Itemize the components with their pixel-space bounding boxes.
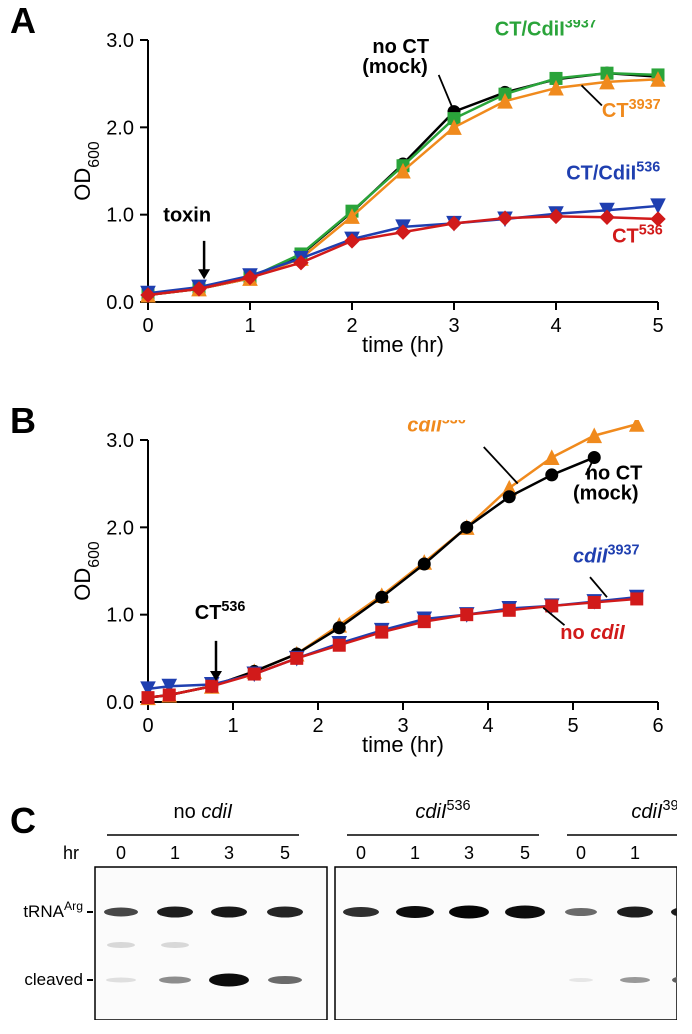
svg-text:0: 0 [116, 843, 126, 863]
svg-text:hr: hr [63, 843, 79, 863]
svg-text:no CT: no CT [586, 462, 643, 484]
svg-text:toxin: toxin [163, 205, 211, 227]
svg-text:(mock): (mock) [573, 482, 639, 504]
svg-text:CT536: CT536 [612, 223, 663, 248]
svg-text:1: 1 [170, 843, 180, 863]
svg-text:CT/CdiI3937: CT/CdiI3937 [495, 20, 597, 41]
svg-text:2.0: 2.0 [106, 517, 134, 539]
svg-text:0: 0 [142, 315, 153, 337]
svg-text:3: 3 [224, 843, 234, 863]
svg-text:1: 1 [227, 715, 238, 737]
svg-text:0: 0 [142, 715, 153, 737]
svg-text:4: 4 [550, 315, 561, 337]
svg-text:cdiI3937: cdiI3937 [631, 800, 677, 823]
svg-text:OD600: OD600 [70, 141, 103, 201]
svg-text:no cdiI: no cdiI [560, 622, 625, 644]
svg-text:1: 1 [244, 315, 255, 337]
svg-text:time (hr): time (hr) [362, 732, 444, 757]
svg-text:1.0: 1.0 [106, 605, 134, 627]
svg-text:6: 6 [652, 715, 663, 737]
svg-text:OD600: OD600 [70, 541, 103, 601]
svg-text:3: 3 [448, 315, 459, 337]
svg-text:cdiI536: cdiI536 [407, 420, 465, 436]
svg-text:CT536: CT536 [195, 599, 246, 624]
svg-text:1: 1 [630, 843, 640, 863]
svg-text:no CT: no CT [372, 36, 429, 58]
svg-text:3: 3 [464, 843, 474, 863]
svg-text:2.0: 2.0 [106, 117, 134, 139]
line-chart: 0 1 2 3 4 5 0.0 1.0 2.0 3.0 time (hr) OD600 no CT(mo… [70, 20, 670, 360]
panel-label: B [10, 400, 36, 442]
svg-text:2: 2 [346, 315, 357, 337]
gel-image: no cdiI0135cdiI5360135cdiI39370135hrtRNA… [0, 800, 677, 1020]
svg-text:5: 5 [520, 843, 530, 863]
panel-label: A [10, 0, 36, 42]
svg-text:(mock): (mock) [362, 56, 428, 78]
svg-text:CT/CdiI536: CT/CdiI536 [566, 160, 660, 185]
svg-text:cdiI536: cdiI536 [415, 800, 470, 823]
svg-text:1: 1 [410, 843, 420, 863]
svg-text:2: 2 [312, 715, 323, 737]
svg-text:no cdiI: no cdiI [174, 801, 233, 823]
svg-text:1.0: 1.0 [106, 205, 134, 227]
svg-text:3.0: 3.0 [106, 430, 134, 452]
svg-text:0.0: 0.0 [106, 692, 134, 714]
svg-text:0: 0 [356, 843, 366, 863]
svg-text:time (hr): time (hr) [362, 332, 444, 357]
svg-text:CT3937: CT3937 [602, 97, 661, 122]
svg-text:cleaved: cleaved [24, 970, 83, 989]
svg-text:5: 5 [652, 315, 663, 337]
svg-text:5: 5 [567, 715, 578, 737]
svg-text:cdiI3937: cdiI3937 [573, 542, 639, 567]
line-chart: 01234560.01.02.03.0time (hr)OD600cdiI536… [70, 420, 670, 760]
svg-text:0.0: 0.0 [106, 292, 134, 314]
svg-text:tRNAArg: tRNAArg [23, 899, 83, 921]
svg-text:4: 4 [482, 715, 493, 737]
svg-text:3.0: 3.0 [106, 30, 134, 52]
svg-text:5: 5 [280, 843, 290, 863]
svg-text:0: 0 [576, 843, 586, 863]
